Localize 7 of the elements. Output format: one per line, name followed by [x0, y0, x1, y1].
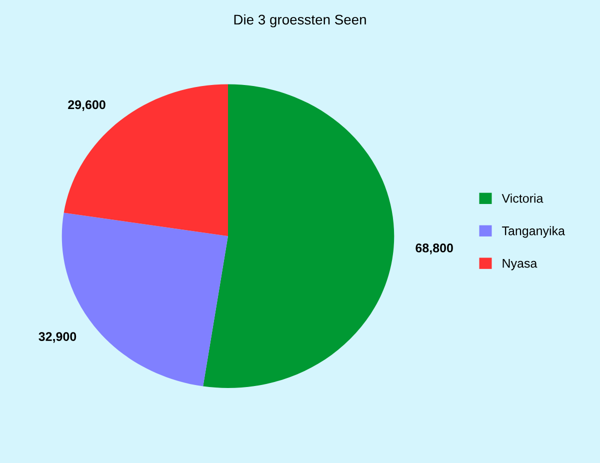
- chart-title: Die 3 groessten Seen: [234, 14, 366, 28]
- legend-label: Tanganyika: [502, 226, 565, 238]
- legend-label: Victoria: [502, 194, 544, 203]
- legend-label: Nyasa: [502, 259, 538, 270]
- data-label: 32,900: [38, 332, 76, 343]
- data-label: 29,600: [68, 100, 106, 111]
- data-label: 68,800: [416, 244, 453, 254]
